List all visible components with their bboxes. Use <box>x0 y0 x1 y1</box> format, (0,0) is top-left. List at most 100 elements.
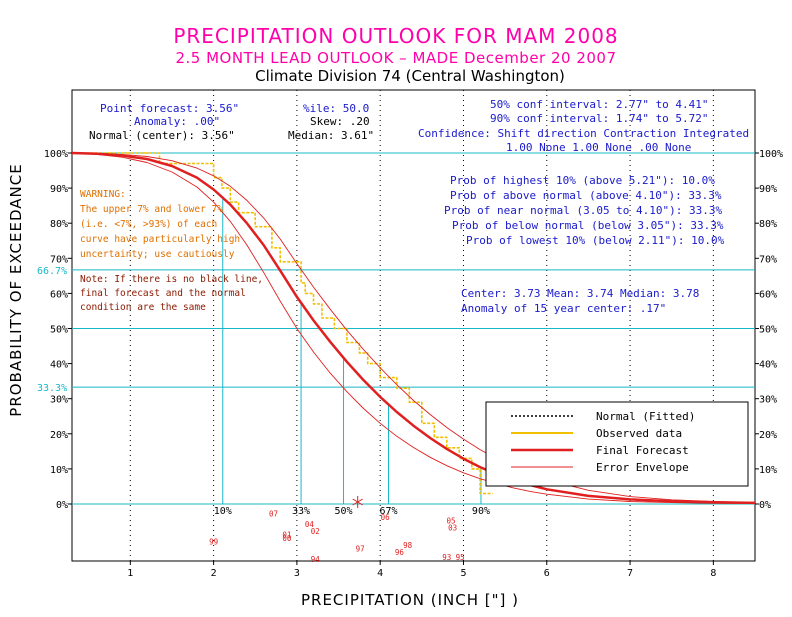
y-tick-label-left: 0% <box>56 500 68 511</box>
y-tick-label-right: 20% <box>759 430 777 441</box>
year-marker: 99 <box>209 537 218 546</box>
y-tick-label-left: 80% <box>50 219 68 230</box>
percentile-marker-label: 50% <box>335 506 353 517</box>
x-tick-label: 3 <box>294 568 300 579</box>
x-tick-label: 1 <box>127 568 133 579</box>
tercile-label: 66.7% <box>37 266 67 277</box>
prob-near: Prob of near normal (3.05 to 4.10"): 33.… <box>444 204 723 217</box>
legend-label: Observed data <box>596 427 682 440</box>
confidence-values: 1.00 None 1.00 None .00 None <box>506 141 691 154</box>
legend-label: Error Envelope <box>596 461 689 474</box>
legend-label: Normal (Fitted) <box>596 410 695 423</box>
y-tick-label-right: 90% <box>759 184 777 195</box>
year-marker: 00 <box>282 534 292 543</box>
x-tick-label: 2 <box>211 568 217 579</box>
note-line: Note: If there is no black line, <box>80 274 263 285</box>
y-tick-label-left: 30% <box>50 395 68 406</box>
series-error-envelope-lower <box>71 152 756 505</box>
tercile-label: 33.3% <box>37 383 67 394</box>
y-axis-title: PROBABILITY OF EXCEEDANCE <box>7 163 25 416</box>
median-star-marker <box>352 496 363 508</box>
year-marker: 01 <box>282 530 291 539</box>
warning-line: The upper 7% and lower 7% <box>80 204 223 215</box>
note-text: Note: If there is no black line, final f… <box>80 274 263 313</box>
x-tick-label: 8 <box>710 568 716 579</box>
note-line: condition are the same <box>80 302 206 313</box>
x-tick-label: 7 <box>627 568 633 579</box>
warning-line: curve have particularly high <box>80 234 240 245</box>
plot-frame <box>71 89 756 562</box>
year-marker: 96 <box>395 548 405 557</box>
x-tick-label: 5 <box>460 568 466 579</box>
year-marker: 95 <box>456 553 465 562</box>
y-tick-label-left: 20% <box>50 430 68 441</box>
point-forecast: Point forecast: 3.56" <box>100 102 239 115</box>
year-marker: 05 <box>446 516 455 525</box>
y-tick-label-right: 30% <box>759 395 777 406</box>
y-tick-label-left: 60% <box>50 289 68 300</box>
normal-center: Normal (center): 3.56" <box>89 129 235 142</box>
y-tick-label-right: 70% <box>759 254 777 265</box>
percentile-marker-label: 90% <box>472 506 490 517</box>
climate-division: Climate Division 74 (Central Washington) <box>255 67 565 85</box>
series-observed-data <box>72 152 493 495</box>
y-tick-label-right: 10% <box>759 465 777 476</box>
confidence-header: Confidence: Shift direction Contraction … <box>418 127 749 140</box>
y-tick-label-right: 60% <box>759 289 777 300</box>
warning-line: uncertainty; use cautiously <box>80 249 235 260</box>
year-marker: 93 <box>442 553 451 562</box>
year-marker: 03 <box>448 523 457 532</box>
chart-title: PRECIPITATION OUTLOOK FOR MAM 2008 <box>173 24 618 48</box>
percentile-marker-label: 67% <box>379 506 397 517</box>
legend-box <box>485 401 749 487</box>
grid-layer <box>72 90 755 561</box>
y-tick-label-right: 80% <box>759 219 777 230</box>
year-marker: 04 <box>305 520 315 529</box>
percentile: %ile: 50.0 <box>303 102 369 115</box>
year-marker: 06 <box>381 513 391 522</box>
warning-line: WARNING: <box>80 189 126 200</box>
center-mean-median: Center: 3.73 Mean: 3.74 Median: 3.78 <box>461 287 699 300</box>
y-tick-label-left: 70% <box>50 254 68 265</box>
year-marker: 97 <box>356 544 365 553</box>
series-final-forecast <box>71 151 756 505</box>
y-tick-label-right: 50% <box>759 325 777 336</box>
y-tick-label-right: 100% <box>759 149 783 160</box>
anomaly: Anomaly: .00" <box>134 115 220 128</box>
conf-interval-50: 50% conf interval: 2.77" to 4.41" <box>490 98 709 111</box>
x-tick-label: 6 <box>544 568 550 579</box>
year-marker: 98 <box>403 541 413 550</box>
y-tick-label-left: 10% <box>50 465 68 476</box>
y-tick-label-left: 50% <box>50 325 68 336</box>
prob-lowest: Prob of lowest 10% (below 2.11"): 10.0% <box>466 234 725 247</box>
conf-interval-90: 90% conf interval: 1.74" to 5.72" <box>490 112 709 125</box>
y-tick-label-right: 0% <box>759 500 771 511</box>
y-tick-label-left: 100% <box>44 149 68 160</box>
prob-above: Prob of above normal (above 4.10"): 33.3… <box>450 189 722 202</box>
year-marker: 94 <box>311 555 321 564</box>
skew: Skew: .20 <box>310 115 370 128</box>
x-tick-label: 4 <box>377 568 383 579</box>
percentile-marker-label: 10% <box>214 506 232 517</box>
percentile-marker-layer: 10% 33% 50% 67% 90% <box>214 197 490 517</box>
warning-line: (i.e. <7%, >93%) of each <box>80 219 217 230</box>
median-star-stroke <box>352 498 363 506</box>
y-tick-label-left: 40% <box>50 360 68 371</box>
anomaly-15yr: Anomaly of 15 year center: .17" <box>461 302 666 315</box>
warning-text: WARNING: The upper 7% and lower 7% (i.e.… <box>80 189 240 260</box>
prob-below: Prob of below normal (below 3.05"): 33.3… <box>452 219 724 232</box>
median: Median: 3.61" <box>288 129 374 142</box>
note-line: final forecast and the normal <box>80 288 246 299</box>
legend-label: Final Forecast <box>596 444 689 457</box>
chart-subtitle: 2.5 MONTH LEAD OUTLOOK – MADE December 2… <box>175 49 616 67</box>
tick-layer: 66.7%33.3%0% 0%10% 10%20% 20%30% 30%40% 40%50… <box>37 149 783 579</box>
legend: Normal (Fitted) Observed data Final Fore… <box>485 401 749 487</box>
prob-highest: Prob of highest 10% (above 5.21"): 10.0% <box>450 174 715 187</box>
y-tick-label-right: 40% <box>759 360 777 371</box>
year-marker: 07 <box>269 509 278 518</box>
year-marker: 02 <box>311 527 320 536</box>
x-axis-title: PRECIPITATION (INCH ["] ) <box>301 591 519 609</box>
y-tick-label-left: 90% <box>50 184 68 195</box>
